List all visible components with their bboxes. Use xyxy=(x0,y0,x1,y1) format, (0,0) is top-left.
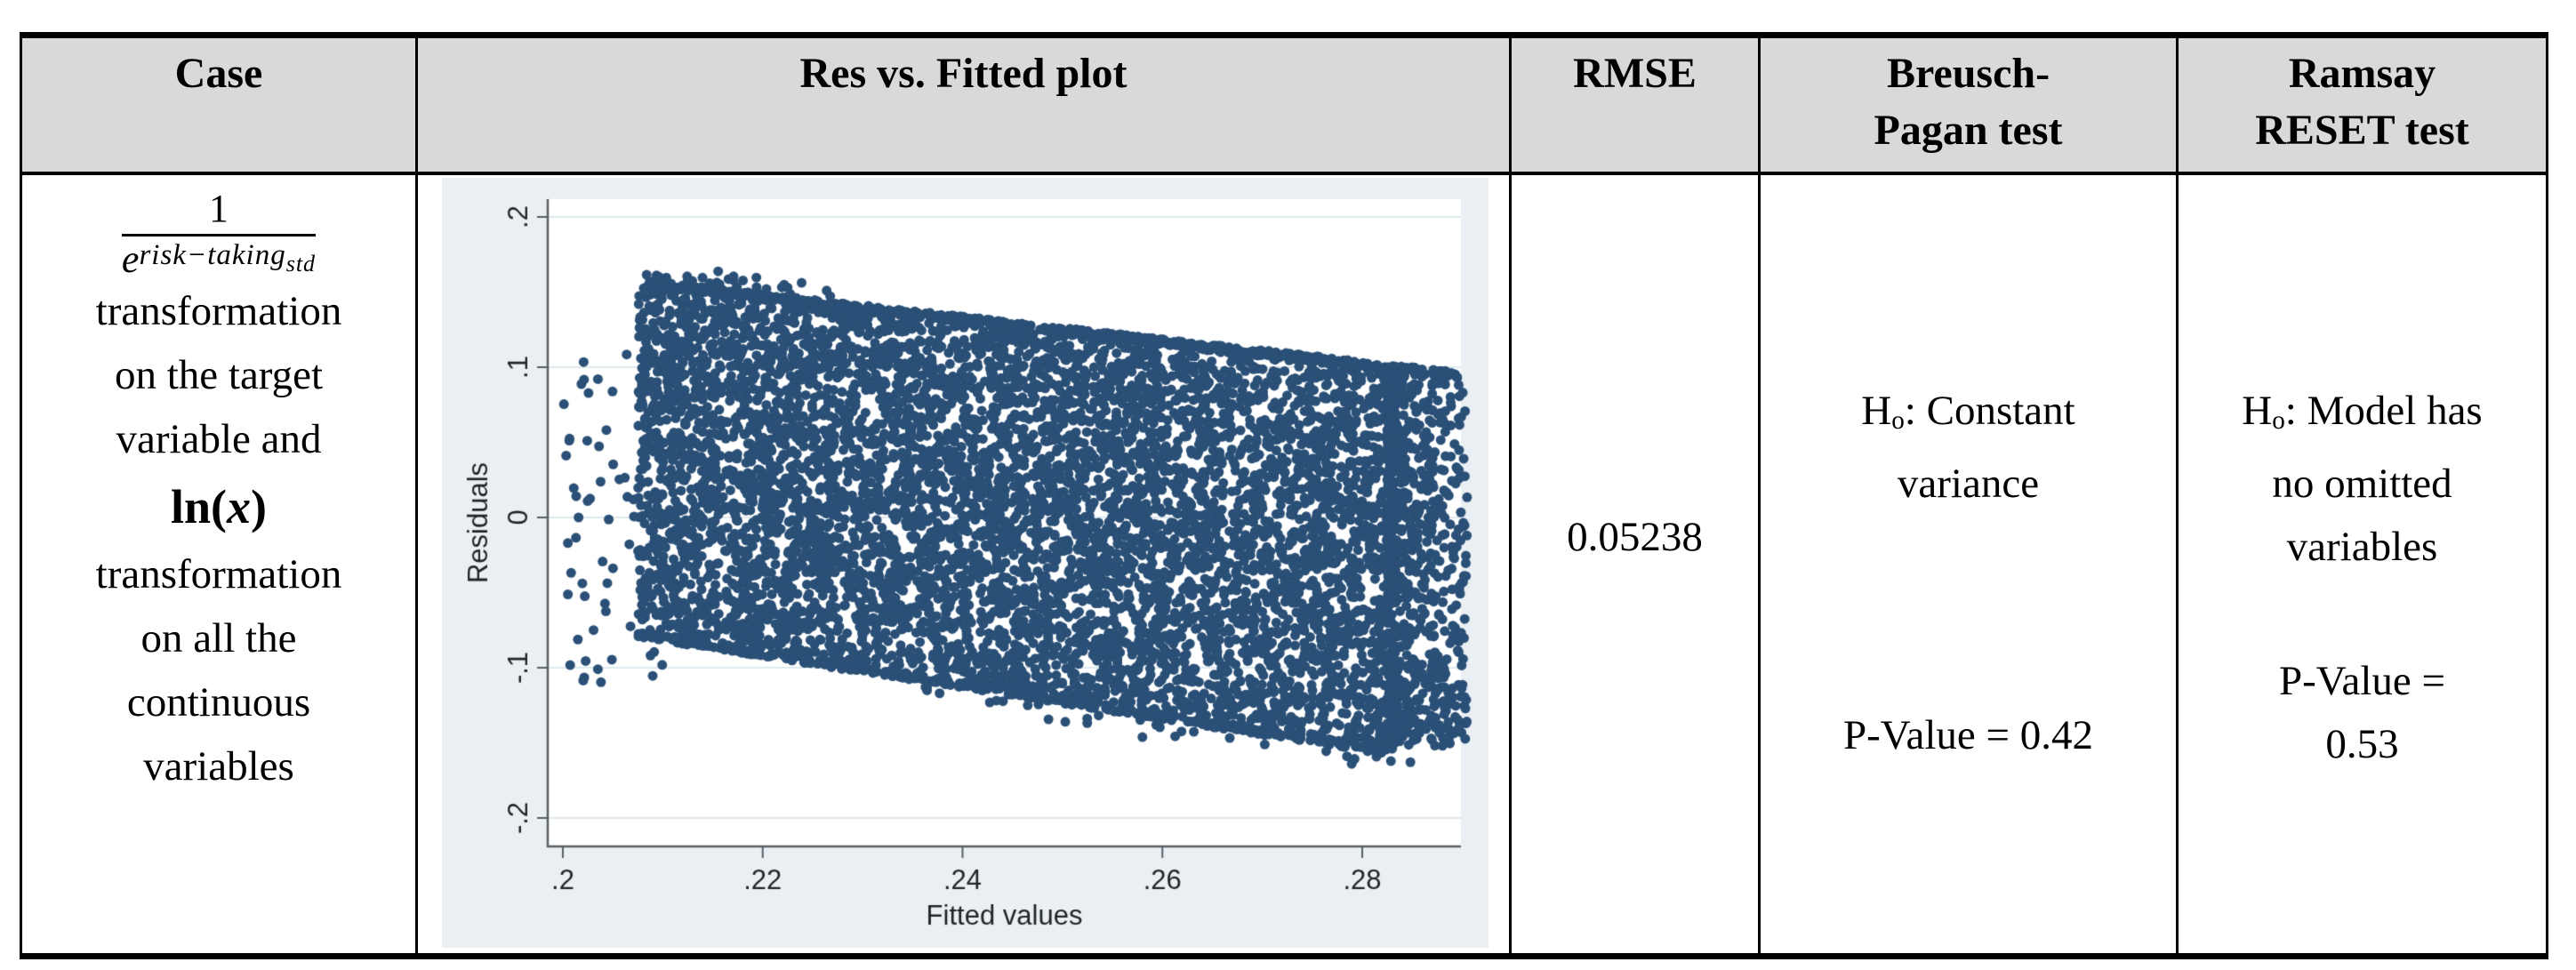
h-subscript: o xyxy=(2272,406,2285,436)
header-case-label: Case xyxy=(174,50,263,97)
header-case: Case xyxy=(22,38,418,175)
bp-null-hypothesis: Ho: Constant variance xyxy=(1761,380,2176,516)
case-text-line: variables xyxy=(143,743,294,790)
breusch-pagan-cell: Ho: Constant variance P-Value = 0.42 xyxy=(1761,175,2179,953)
header-ramsay-line1: Ramsay xyxy=(2288,50,2436,97)
bp-h0-line2: variance xyxy=(1897,461,2040,508)
ramsay-reset-cell: Ho: Model has no omitted variables P-Val… xyxy=(2179,175,2546,953)
ramsay-h0-line2: no omitted xyxy=(2272,461,2452,508)
fraction-denominator: erisk−takingstd xyxy=(121,237,317,281)
ramsay-p-value: P-Value = 0.53 xyxy=(2179,650,2546,776)
case-cell: 1 erisk−takingstd transformation on the … xyxy=(22,175,418,953)
bp-p-value: P-Value = 0.42 xyxy=(1842,712,2094,759)
h-subscript: o xyxy=(1891,406,1905,436)
header-plot-label: Res vs. Fitted plot xyxy=(799,50,1128,97)
case-text-line: transformation xyxy=(95,288,342,334)
case-text-line: on the target xyxy=(114,352,324,398)
res-vs-fitted-plot xyxy=(442,178,1489,948)
case-text-line: continuous xyxy=(126,679,311,725)
ramsay-h0-line3: variables xyxy=(2286,524,2438,571)
header-res-vs-fitted-plot: Res vs. Fitted plot xyxy=(418,38,1512,175)
ramsay-p-value-line2: 0.53 xyxy=(2325,721,2399,768)
ramsay-h0-line1: Ho: Model has xyxy=(2242,388,2483,436)
res-vs-fitted-plot-canvas xyxy=(442,178,1489,948)
rmse-value: 0.05238 xyxy=(1567,514,1703,560)
case-fraction-formula: 1 erisk−takingstd xyxy=(121,189,317,281)
header-breusch-pagan: Breusch- Pagan test xyxy=(1761,38,2179,175)
plot-cell xyxy=(418,175,1512,953)
results-table: Case Res vs. Fitted plot RMSE Breusch- P… xyxy=(20,32,2548,959)
header-rmse-label: RMSE xyxy=(1573,50,1697,97)
header-bp-line1: Breusch- xyxy=(1886,50,2050,97)
case-ln-formula: ln(x) xyxy=(170,480,267,533)
case-text-line: transformation xyxy=(95,551,342,597)
rmse-cell: 0.05238 xyxy=(1512,175,1761,953)
case-text-line: variable and xyxy=(116,416,322,462)
header-ramsay-reset: Ramsay RESET test xyxy=(2179,38,2546,175)
header-bp-line2: Pagan test xyxy=(1874,107,2063,154)
case-description: 1 erisk−takingstd transformation on the … xyxy=(22,175,415,798)
ramsay-p-value-line1: P-Value = xyxy=(2278,658,2446,705)
bp-h0-line1: Ho: Constant xyxy=(1861,388,2075,436)
case-text-line: on all the xyxy=(140,615,297,661)
header-rmse: RMSE xyxy=(1512,38,1761,175)
header-ramsay-line2: RESET test xyxy=(2255,107,2469,154)
ramsay-null-hypothesis: Ho: Model has no omitted variables xyxy=(2179,380,2546,579)
fraction-numerator: 1 xyxy=(121,189,317,236)
